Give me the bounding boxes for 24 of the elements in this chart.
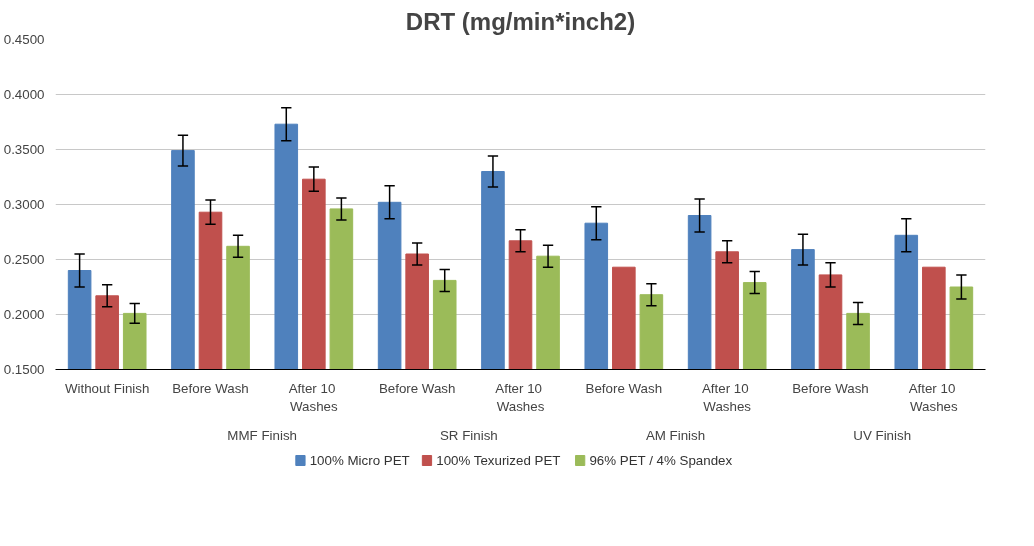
x-tick-label: After 10 Washes (701, 380, 752, 414)
text: MMF Finish (227, 427, 297, 443)
x-tick-label: Before Wash (585, 380, 663, 396)
x-tick-label: After 10 Washes (495, 380, 545, 414)
x-tick-label: After 10 Washes (288, 380, 338, 414)
text: UV Finish (853, 427, 912, 443)
x-tick-label: Without Finish (64, 380, 150, 396)
y-tick-label: 0.2000 (3, 307, 45, 322)
x-tick-label: Before Wash (172, 380, 249, 396)
legend-label: 100% Micro PET (309, 453, 410, 468)
y-tick-label: 0.1500 (3, 362, 45, 377)
x-tick-label: Before Wash (792, 380, 869, 396)
y-tick-label: 0.4500 (3, 32, 45, 47)
y-tick-label: 0.4000 (3, 87, 45, 102)
chart-title: DRT (mg/min*inch2) (405, 7, 636, 35)
x-tick-label: Before Wash (378, 380, 456, 396)
y-tick-label: 0.2500 (3, 252, 45, 267)
y-tick-label: 0.3000 (3, 197, 45, 212)
x-tick-label: After 10 Washes (908, 380, 958, 414)
text: SR Finish (439, 427, 498, 443)
legend-label: 100% Texurized PET (436, 453, 561, 468)
y-tick-label: 0.3500 (3, 142, 45, 157)
legend-label: 96% PET / 4% Spandex (589, 453, 733, 468)
text: AM Finish (645, 427, 706, 443)
